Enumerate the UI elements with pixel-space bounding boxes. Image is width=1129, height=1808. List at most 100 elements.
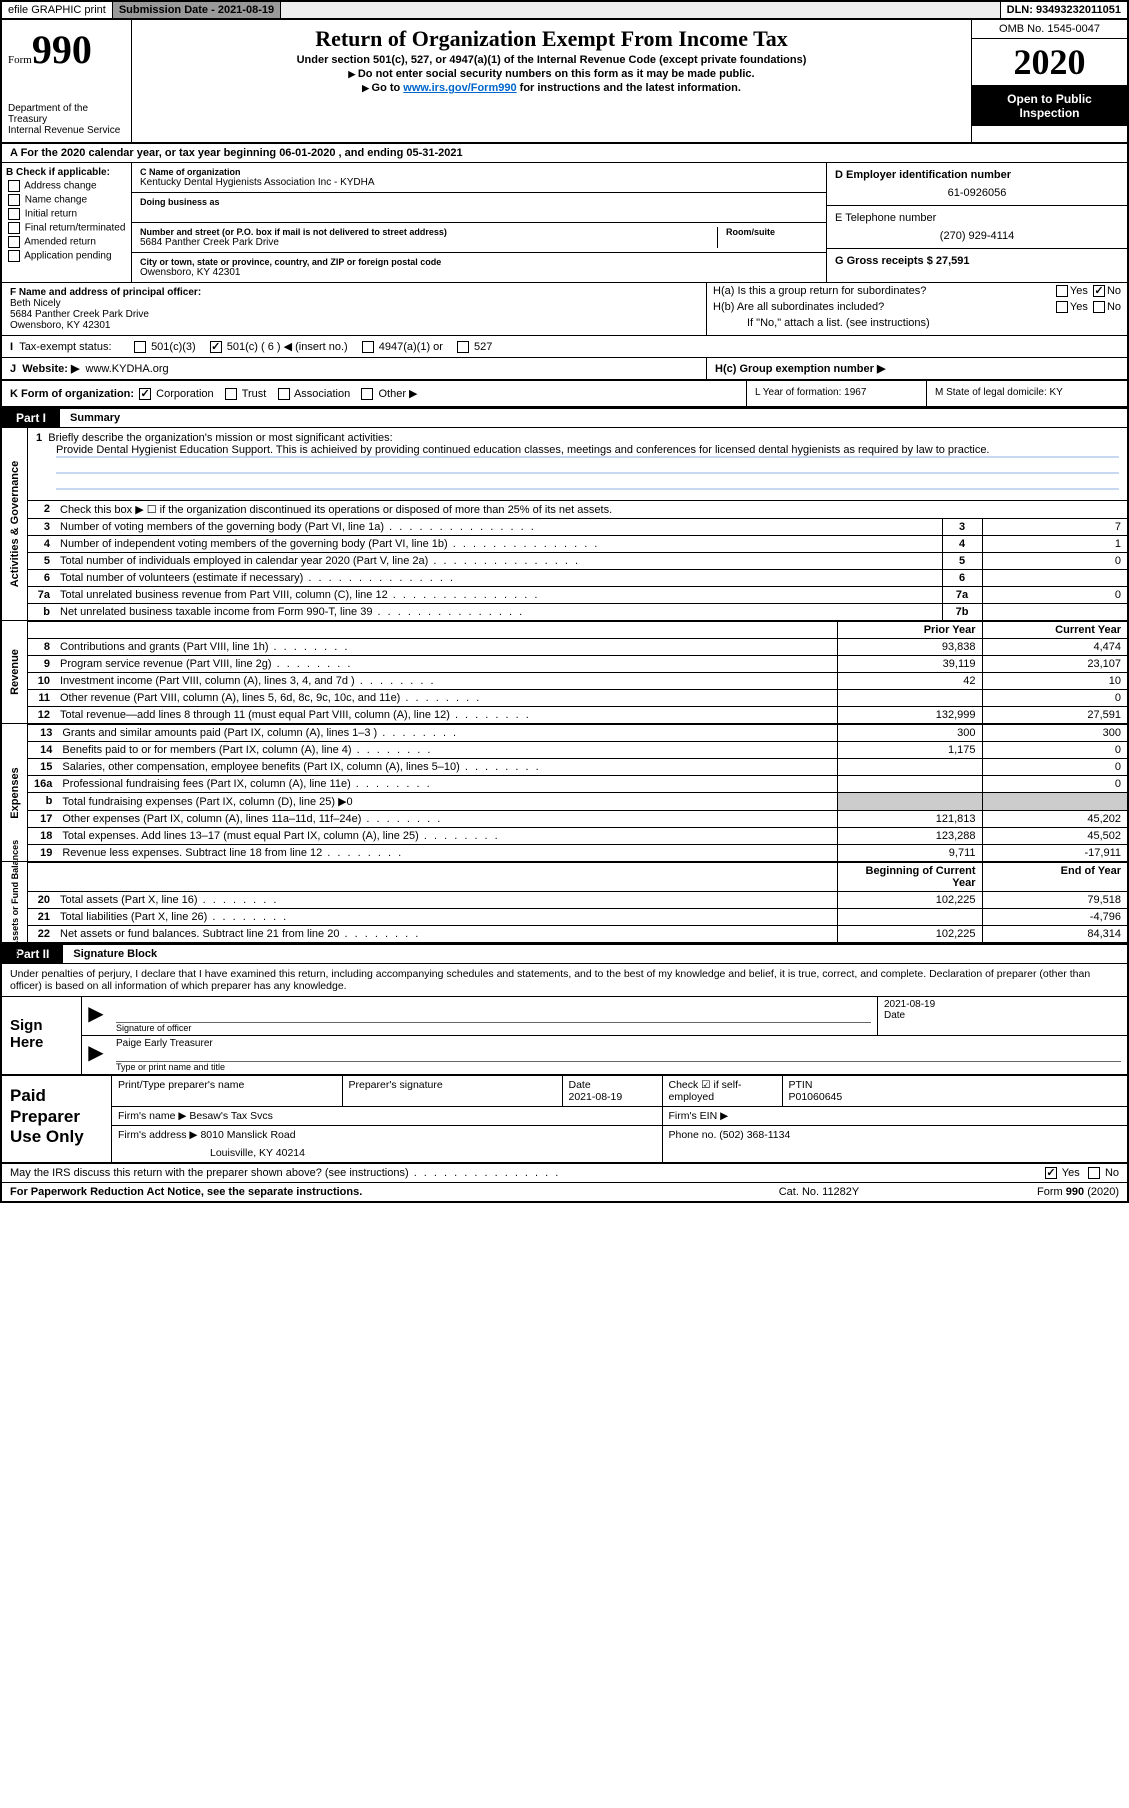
summary-line-1: 1 Briefly describe the organization's mi… [28,428,1127,456]
part-1-header: Part I Summary [2,408,1127,428]
cb-ha-yes[interactable] [1056,285,1068,297]
vlabel-net-text: Net Assets or Fund Balances [10,840,20,964]
preparer-table: Print/Type preparer's name Preparer's si… [112,1076,1127,1162]
submission-date-button[interactable]: Submission Date - 2021-08-19 [113,2,281,18]
row-klm: K Form of organization: Corporation Trus… [2,381,1127,408]
kopt-1: Trust [242,388,267,400]
room-label: Room/suite [726,227,818,237]
mission-desc: Provide Dental Hygienist Education Suppo… [56,444,1119,456]
prep-name-label: Print/Type preparer's name [112,1076,342,1107]
cb-hb-no[interactable] [1093,301,1105,313]
website-value: www.KYDHA.org [86,363,169,375]
tax-year: 2020 [974,41,1125,83]
cb-app-pending[interactable] [8,250,20,262]
cb-ha-no[interactable] [1093,285,1105,297]
sig-officer-label: Signature of officer [116,1022,871,1033]
col-b-checkboxes: B Check if applicable: Address change Na… [2,163,132,282]
cat-no: Cat. No. 11282Y [719,1186,919,1198]
kopt-0: Corporation [156,388,213,400]
firm-addr-label: Firm's address ▶ [118,1129,198,1141]
year-cell: OMB No. 1545-0047 2020 Open to Public In… [972,20,1127,142]
opt-4947: 4947(a)(1) or [379,341,443,353]
pra-notice: For Paperwork Reduction Act Notice, see … [10,1186,719,1198]
dln-label: DLN: 93493232011051 [1001,2,1127,18]
j-label: J [10,363,16,375]
cb-hb-yes[interactable] [1056,301,1068,313]
sub3-post: for instructions and the latest informat… [517,82,741,94]
vlabel-net: Net Assets or Fund Balances [2,862,28,942]
cb-label-0: Address change [24,181,96,192]
k-label: K Form of organization: [10,388,134,400]
officer-name: Beth Nicely [10,298,61,309]
form-id-cell: Form990 Department of the Treasury Inter… [2,20,132,142]
cb-4947[interactable] [362,341,374,353]
m-state-domicile: M State of legal domicile: KY [927,381,1127,406]
vlabel-exp-text: Expenses [9,767,21,818]
irs-link[interactable]: www.irs.gov/Form990 [403,82,516,94]
prep-date-val: 2021-08-19 [569,1091,623,1103]
sign-here-block: Sign Here ▶ Signature of officer 2021-08… [2,997,1127,1076]
row-a-text: A For the 2020 calendar year, or tax yea… [10,147,463,159]
sub3-pre: Go to [372,82,404,94]
ein-label: D Employer identification number [835,169,1011,181]
addr-label: Number and street (or P.O. box if mail i… [140,227,709,237]
cb-final-return[interactable] [8,222,20,234]
sign-here-label: Sign Here [2,997,82,1074]
row-tax-status: I Tax-exempt status: 501(c)(3) 501(c) ( … [2,336,1127,358]
cb-other[interactable] [361,388,373,400]
firm-ein-cell: Firm's EIN ▶ [662,1107,1127,1126]
prep-date-cell: Date2021-08-19 [562,1076,662,1107]
cb-corp[interactable] [139,388,151,400]
section-expenses: Expenses 13Grants and similar amounts pa… [2,724,1127,862]
ptin-label: PTIN [789,1079,813,1091]
ptin-val: P01060645 [789,1091,843,1103]
signature-intro: Under penalties of perjury, I declare th… [2,964,1127,997]
cb-name-change[interactable] [8,194,20,206]
sig-name-label: Type or print name and title [116,1061,1121,1072]
cb-527[interactable] [457,341,469,353]
omb-number: OMB No. 1545-0047 [972,20,1127,39]
cb-trust[interactable] [225,388,237,400]
title-cell: Return of Organization Exempt From Incom… [132,20,972,142]
public-2: Inspection [978,106,1121,120]
section-governance: Activities & Governance 1 Briefly descri… [2,428,1127,621]
city-label: City or town, state or province, country… [140,257,818,267]
cb-501c3[interactable] [134,341,146,353]
col-h-group: H(a) Is this a group return for subordin… [707,283,1127,335]
sig-arrow-2: ▶ [82,1036,110,1074]
vlabel-gov-text: Activities & Governance [9,461,21,588]
header-spacer [281,2,1001,18]
form-label-footer: Form 990 (2020) [919,1186,1119,1198]
s1-label: Briefly describe the organization's miss… [48,432,392,444]
col-f-officer: F Name and address of principal officer:… [2,283,707,335]
tax-label: Tax-exempt status: [19,341,111,353]
cb-initial-return[interactable] [8,208,20,220]
hb-label: H(b) Are all subordinates included? [713,301,884,313]
cb-amended[interactable] [8,236,20,248]
discuss-no: No [1105,1167,1119,1179]
form-990-page: efile GRAPHIC print Submission Date - 20… [0,0,1129,1203]
paid-preparer-label: Paid Preparer Use Only [2,1076,112,1162]
return-title: Return of Organization Exempt From Incom… [144,26,959,52]
cb-501c[interactable] [210,341,222,353]
cb-label-3: Final return/terminated [25,223,126,234]
sig-date-label: Date [884,1010,1121,1021]
dept-label: Department of the Treasury Internal Reve… [8,103,125,136]
cb-address-change[interactable] [8,180,20,192]
cb-assoc[interactable] [278,388,290,400]
part-2-title: Signature Block [63,945,1127,963]
vlabel-rev-text: Revenue [9,649,21,695]
opt-501c3: 501(c)(3) [151,341,196,353]
l-year-formation: L Year of formation: 1967 [747,381,927,406]
firm-name-val: Besaw's Tax Svcs [189,1110,273,1122]
cb-discuss-yes[interactable] [1045,1167,1057,1179]
prep-date-label: Date [569,1079,591,1091]
public-1: Open to Public [978,92,1121,106]
prep-selfemp: Check ☑ if self-employed [662,1076,782,1107]
paid-preparer-block: Paid Preparer Use Only Print/Type prepar… [2,1076,1127,1164]
org-address: 5684 Panther Creek Park Drive [140,237,709,248]
table-expenses: 13Grants and similar amounts paid (Part … [28,724,1127,861]
officer-addr2: Owensboro, KY 42301 [10,320,110,331]
discuss-label: May the IRS discuss this return with the… [10,1167,1043,1179]
cb-discuss-no[interactable] [1088,1167,1100,1179]
